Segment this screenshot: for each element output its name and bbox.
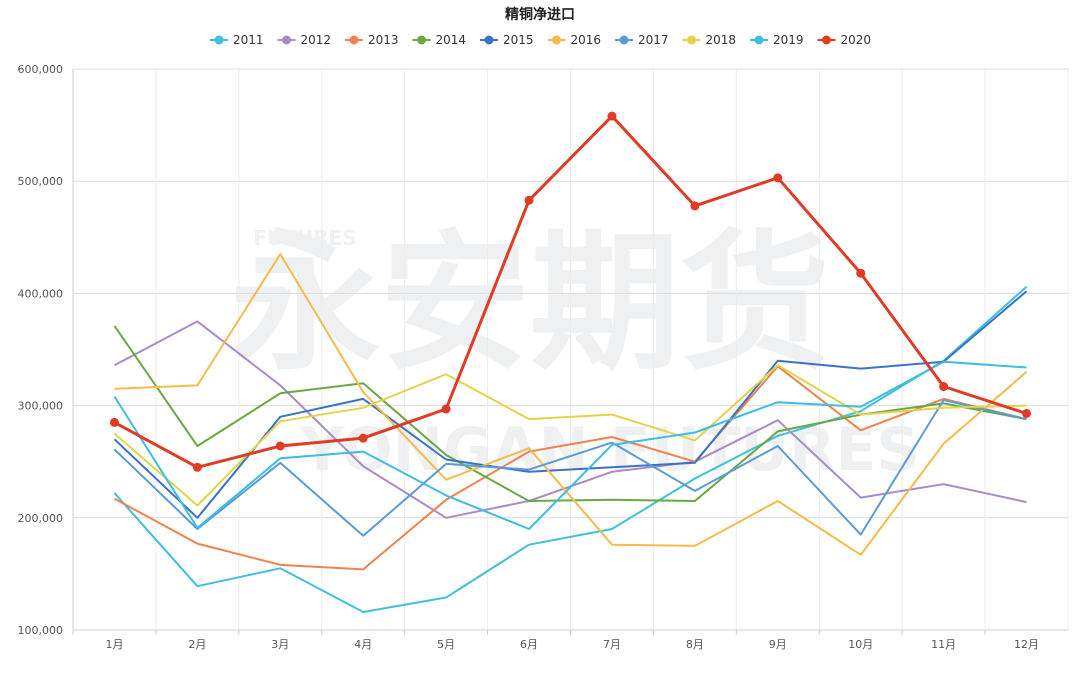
y-tick-label: 500,000 bbox=[18, 175, 64, 188]
x-tick-label: 5月 bbox=[437, 638, 455, 651]
legend-label: 2019 bbox=[773, 33, 804, 47]
grid bbox=[72, 68, 1069, 631]
legend-label: 2016 bbox=[571, 33, 602, 47]
x-tick-label: 9月 bbox=[769, 638, 787, 651]
legend-item-2017[interactable]: 2017 bbox=[615, 33, 669, 47]
legend-marker bbox=[349, 35, 359, 45]
legend-label: 2018 bbox=[706, 33, 737, 47]
data-point-2020[interactable] bbox=[524, 195, 534, 205]
y-tick-label: 600,000 bbox=[18, 63, 64, 76]
legend-item-2018[interactable]: 2018 bbox=[682, 33, 737, 47]
series-2011 bbox=[113, 285, 1028, 613]
data-point-2020[interactable] bbox=[856, 268, 866, 278]
legend-marker bbox=[484, 35, 494, 45]
legend-label: 2013 bbox=[368, 33, 399, 47]
chart-title: 精铜净进口 bbox=[505, 6, 575, 23]
legend-item-2014[interactable]: 2014 bbox=[412, 33, 467, 47]
data-point-2020[interactable] bbox=[773, 173, 783, 183]
legend-marker bbox=[282, 35, 291, 45]
legend-marker bbox=[754, 35, 764, 45]
legend-label: 2015 bbox=[503, 33, 534, 47]
legend-marker bbox=[822, 35, 831, 45]
series-line-2018 bbox=[113, 364, 1027, 507]
x-tick-label: 10月 bbox=[848, 638, 873, 651]
legend-label: 2012 bbox=[301, 33, 332, 47]
x-tick-label: 4月 bbox=[354, 638, 372, 651]
legend-marker bbox=[214, 35, 224, 45]
series-line-2011 bbox=[113, 285, 1028, 613]
x-tick-label: 8月 bbox=[686, 638, 704, 651]
data-point-2020[interactable] bbox=[109, 417, 119, 427]
series-2017 bbox=[113, 399, 1027, 537]
series-2016 bbox=[114, 253, 1028, 556]
legend-item-2019[interactable]: 2019 bbox=[750, 33, 804, 47]
legend-marker bbox=[619, 35, 629, 45]
series-2018 bbox=[113, 364, 1027, 507]
data-point-2020[interactable] bbox=[690, 201, 700, 211]
series-line-2015 bbox=[113, 290, 1028, 519]
series-line-2016 bbox=[114, 253, 1028, 556]
series-2019 bbox=[113, 360, 1027, 530]
legend-item-2013[interactable]: 2013 bbox=[345, 33, 399, 47]
watermark: 永安期货 FUTURES YONGAN FUTURES bbox=[230, 217, 920, 485]
y-tick-label: 400,000 bbox=[18, 287, 64, 300]
legend-item-2016[interactable]: 2016 bbox=[547, 33, 602, 47]
x-tick-label: 1月 bbox=[105, 638, 123, 651]
data-point-2020[interactable] bbox=[358, 433, 368, 443]
legend-label: 2014 bbox=[436, 33, 467, 47]
legend-item-2012[interactable]: 2012 bbox=[277, 33, 332, 47]
watermark-sub2: YONGAN FUTURES bbox=[299, 415, 919, 485]
data-point-2020[interactable] bbox=[1022, 408, 1032, 418]
axes: 100,000 200,000 300,000 400,000 500,000 600,0… bbox=[18, 63, 1068, 651]
x-tick-label: 2月 bbox=[188, 638, 206, 651]
series-line-2020 bbox=[113, 114, 1027, 469]
data-point-2020[interactable] bbox=[275, 441, 285, 451]
legend-item-2020[interactable]: 2020 bbox=[817, 33, 872, 47]
legend: 2011 2012 2013 2014 2015 2016 2017 2018 2019 2020 bbox=[210, 33, 871, 47]
x-tick-label: 6月 bbox=[520, 638, 538, 651]
legend-marker bbox=[417, 35, 426, 45]
legend-marker bbox=[687, 35, 696, 45]
data-point-2020[interactable] bbox=[939, 382, 949, 392]
x-tick-label: 7月 bbox=[603, 638, 621, 651]
data-point-2020[interactable] bbox=[441, 404, 451, 414]
x-tick-label: 11月 bbox=[931, 638, 956, 651]
legend-item-2015[interactable]: 2015 bbox=[480, 33, 534, 47]
x-tick-label: 3月 bbox=[271, 638, 289, 651]
data-point-2020[interactable] bbox=[192, 462, 202, 472]
x-tick-label: 12月 bbox=[1014, 638, 1039, 651]
y-tick-label: 300,000 bbox=[18, 400, 64, 413]
series-line-2017 bbox=[113, 399, 1027, 537]
legend-label: 2017 bbox=[638, 33, 669, 47]
y-tick-label: 100,000 bbox=[18, 624, 64, 637]
series-lines bbox=[109, 111, 1032, 613]
watermark-sub: FUTURES bbox=[253, 226, 356, 250]
series-2020 bbox=[109, 111, 1032, 472]
y-tick-label: 200,000 bbox=[18, 512, 64, 525]
legend-marker bbox=[552, 35, 561, 45]
series-line-2019 bbox=[113, 360, 1027, 530]
data-point-2020[interactable] bbox=[607, 111, 617, 121]
series-2015 bbox=[113, 290, 1028, 519]
legend-label: 2011 bbox=[233, 33, 264, 47]
series-line-2013 bbox=[114, 365, 1027, 571]
legend-label: 2020 bbox=[841, 33, 872, 47]
series-2013 bbox=[114, 365, 1027, 571]
watermark-main: 永安期货 bbox=[230, 217, 830, 391]
legend-item-2011[interactable]: 2011 bbox=[210, 33, 264, 47]
